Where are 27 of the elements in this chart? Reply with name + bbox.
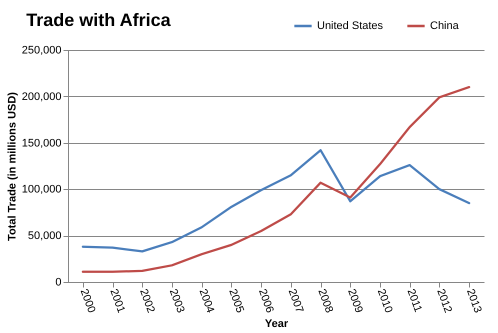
x-tick-label: 2012 (434, 287, 454, 315)
y-tick-label: 0 (55, 276, 62, 288)
line-series (82, 86, 470, 273)
chart-title: Trade with Africa (26, 10, 172, 30)
x-tick-label: 2009 (345, 287, 365, 315)
y-tick-label: 100,000 (22, 184, 62, 196)
x-tick-label: 2005 (226, 287, 246, 315)
x-tick-label: 2013 (464, 287, 484, 315)
x-tick-label: 2001 (107, 287, 128, 315)
x-tick-label: 2011 (404, 287, 424, 314)
x-tick-label: 2004 (196, 287, 216, 315)
y-tick-label: 250,000 (22, 44, 62, 56)
y-axis-title: Total Trade (in millions USD) (6, 92, 19, 241)
x-tick-label: 2008 (315, 287, 336, 315)
x-tick-label: 2010 (374, 287, 395, 315)
legend-label: United States (317, 20, 384, 32)
x-axis-title: Year (264, 318, 289, 330)
y-tick-label: 200,000 (22, 90, 62, 103)
x-tick-label: 2006 (256, 287, 276, 315)
x-tick-label: 2003 (166, 287, 187, 315)
x-tick-label: 2002 (137, 287, 157, 315)
y-tick-label: 150,000 (22, 137, 62, 150)
y-tick-label: 50,000 (28, 230, 62, 242)
legend-label: China (430, 20, 460, 32)
x-tick-label: 2000 (78, 287, 98, 315)
line-series (82, 149, 470, 252)
x-tick-label: 2007 (286, 287, 306, 315)
